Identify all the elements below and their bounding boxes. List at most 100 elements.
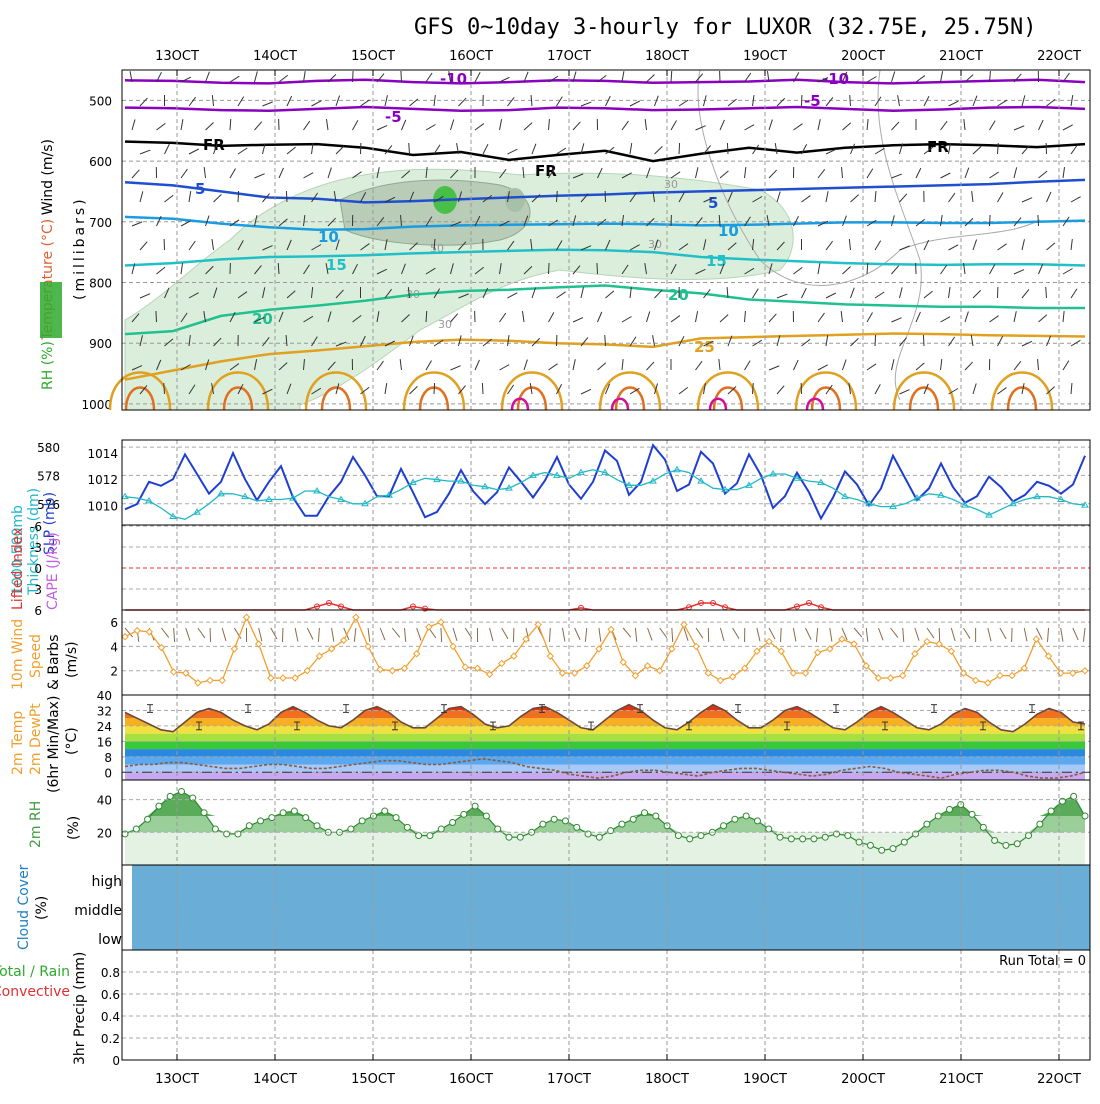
wind10m-barb <box>733 628 739 639</box>
temp-bands <box>125 695 1085 780</box>
wind-barb <box>1022 341 1032 346</box>
wind-barb <box>549 263 550 274</box>
wind-barb <box>549 312 554 322</box>
wind-barb <box>924 96 929 106</box>
wind-barb <box>973 96 977 106</box>
wind-barb <box>549 364 558 370</box>
wind-barb <box>401 71 402 82</box>
wind-barb <box>941 71 943 82</box>
rh2m-marker <box>246 823 252 829</box>
wind-barb <box>971 335 973 346</box>
wind-barb <box>385 383 387 394</box>
wind10m-barb <box>417 628 421 641</box>
wind10m-barb <box>502 628 508 639</box>
rh2m-marker <box>867 842 873 848</box>
wind10m-barb <box>951 628 955 641</box>
wind10m-barb <box>915 628 919 641</box>
temp-band <box>125 749 1085 757</box>
rh2m-marker <box>291 808 297 814</box>
wind-barb <box>850 95 851 106</box>
wind-barb <box>426 125 436 131</box>
wind-barb <box>941 121 948 130</box>
wind-barb <box>230 168 236 178</box>
isotherm-label: 15 <box>706 252 727 270</box>
wind-barb <box>1022 95 1025 106</box>
wind-barb <box>409 143 410 154</box>
wind-barb <box>964 119 965 130</box>
wind-barb <box>990 172 999 178</box>
rh2m-marker <box>675 833 681 839</box>
rh2m-bg <box>125 832 1085 865</box>
cloud-ylabel: Cloud Cover(%) <box>16 864 50 950</box>
wind-barb <box>255 122 262 130</box>
wind-barb <box>965 168 969 178</box>
wind10m-barb <box>696 628 703 638</box>
wind-barb <box>745 311 746 322</box>
wind10m-barb <box>866 628 868 642</box>
wind10m-barb <box>816 628 817 642</box>
wind-barb <box>532 144 536 154</box>
isotherm-30 <box>894 373 954 411</box>
slp-tick: 1014 <box>87 447 118 461</box>
wind-barb <box>867 364 876 370</box>
wind-barb <box>826 335 828 346</box>
wind-barb <box>181 119 183 130</box>
upper-air-ylabel-part: RH (%) <box>40 341 56 390</box>
wind-barb <box>802 339 811 346</box>
wind10m-barb <box>830 628 832 642</box>
wind-barb <box>696 311 698 322</box>
x-tick-label-bottom: 21OCT <box>939 1072 983 1087</box>
temp-tick: 16 <box>97 735 112 749</box>
wind-barb <box>990 316 999 322</box>
wind10m-barb <box>1061 628 1063 642</box>
temp-tick: 0 <box>104 766 112 780</box>
x-tick-label-bottom: 22OCT <box>1037 1072 1081 1087</box>
wind-barb <box>924 291 933 298</box>
wind-barb <box>157 267 166 274</box>
rh2m-marker <box>258 818 264 824</box>
rh-contour-label: 30 <box>438 318 452 331</box>
wind-barb <box>998 100 1007 106</box>
wind-barb <box>875 292 884 298</box>
wind10m-marker <box>292 675 298 681</box>
rh2m-marker <box>562 818 568 824</box>
wind-barb <box>140 242 147 250</box>
wind-barb <box>598 363 606 370</box>
isotherm-label: -10 <box>440 70 467 88</box>
x-tick-label-top: 21OCT <box>939 49 983 64</box>
wind-barb <box>941 359 942 370</box>
temp-band <box>125 757 1085 765</box>
rh2m-marker <box>314 823 320 829</box>
wind-barb <box>140 191 143 202</box>
wind-barb <box>500 365 510 370</box>
upper-air-ylabel2-text: (millibars) <box>72 196 88 300</box>
wind-barb <box>655 146 663 154</box>
wind-ylabel-part: 10m Wind <box>10 619 26 690</box>
wind-barb <box>843 123 851 130</box>
isotherm-label: -5 <box>804 92 821 110</box>
isotherm-label: -10 <box>822 70 849 88</box>
stability-tick: 6 <box>34 604 42 618</box>
wind-barb <box>892 174 902 178</box>
wind10m-marker <box>171 669 177 675</box>
wind-barb <box>941 215 943 226</box>
wind-barb <box>679 100 688 106</box>
wind-barb <box>826 97 833 106</box>
rh2m-marker <box>348 826 354 832</box>
wind10m-barb <box>404 628 405 642</box>
wind10m-barb <box>198 628 205 638</box>
wind-barb <box>818 313 824 322</box>
isotherm-label: 15 <box>326 256 347 274</box>
thickness-tick: 578 <box>37 469 60 483</box>
wind-barb <box>508 97 515 106</box>
rh2m-marker <box>980 824 986 830</box>
wind-barb <box>802 196 811 202</box>
temp-band <box>125 765 1085 773</box>
isotherm-label: 10 <box>318 228 339 246</box>
temp-band <box>125 734 1085 742</box>
wind-barb <box>777 386 784 394</box>
wind-barb <box>1063 167 1065 178</box>
wind-barb <box>508 149 518 154</box>
upper-air-ylabel-part: Wind (m/s) <box>40 139 56 215</box>
wind10m-barb <box>1000 628 1006 639</box>
